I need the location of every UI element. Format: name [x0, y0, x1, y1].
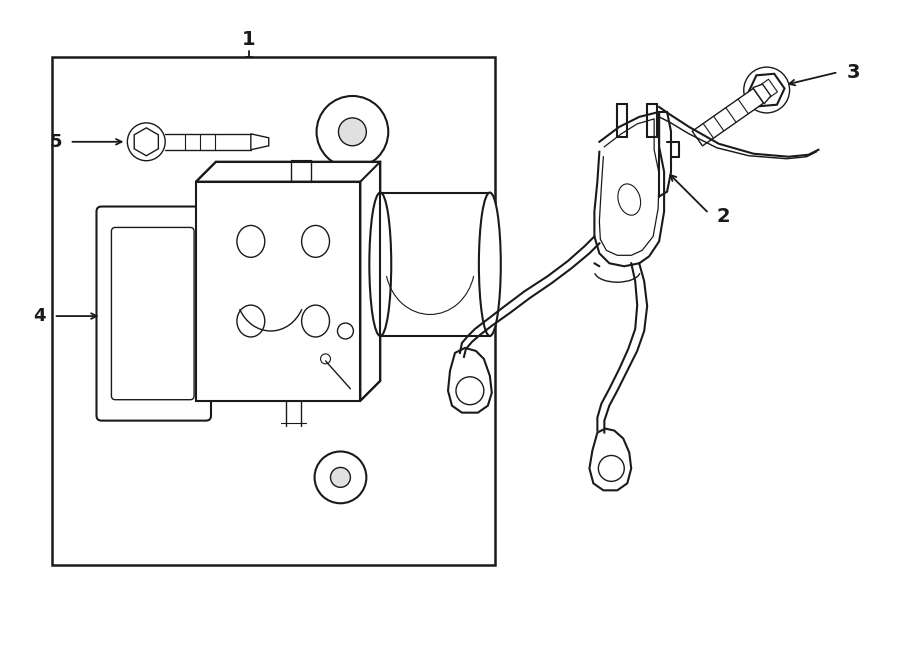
Text: 1: 1	[242, 30, 256, 49]
Polygon shape	[692, 89, 763, 146]
Bar	[196, 182, 360, 401]
Ellipse shape	[317, 96, 388, 168]
FancyBboxPatch shape	[96, 206, 211, 420]
Bar	[381, 192, 490, 336]
Text: 3: 3	[846, 63, 860, 81]
Polygon shape	[251, 134, 269, 150]
Ellipse shape	[338, 118, 366, 146]
Polygon shape	[134, 128, 158, 156]
Ellipse shape	[330, 467, 350, 487]
Text: 5: 5	[50, 133, 61, 151]
Text: 4: 4	[33, 307, 46, 325]
Polygon shape	[448, 348, 491, 412]
Ellipse shape	[369, 192, 392, 336]
Bar	[51, 57, 495, 565]
Polygon shape	[749, 74, 785, 106]
Ellipse shape	[315, 451, 366, 503]
Text: 2: 2	[717, 207, 731, 226]
Polygon shape	[753, 84, 770, 104]
Ellipse shape	[479, 192, 500, 336]
Polygon shape	[134, 128, 158, 156]
Circle shape	[128, 123, 166, 161]
Polygon shape	[590, 428, 631, 490]
Polygon shape	[196, 162, 381, 401]
